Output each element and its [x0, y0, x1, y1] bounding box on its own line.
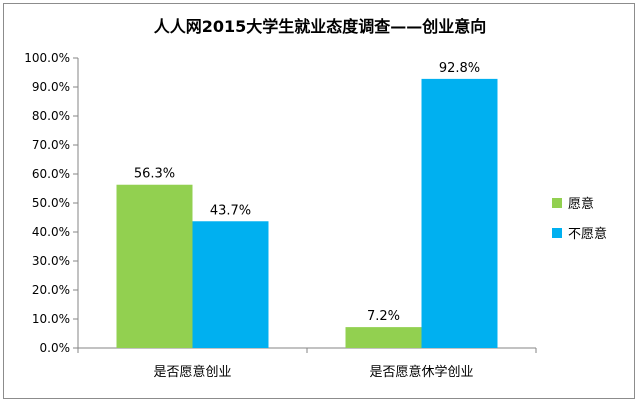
category-label: 是否愿意休学创业	[369, 364, 473, 380]
y-tick-label: 100.0%	[24, 51, 70, 65]
data-label: 43.7%	[210, 203, 251, 218]
bar	[116, 184, 193, 348]
category-label: 是否愿意创业	[153, 364, 231, 380]
y-tick-label: 0.0%	[40, 341, 71, 355]
legend-label: 不愿意	[568, 226, 607, 242]
y-tick-label: 30.0%	[32, 254, 70, 268]
legend-swatch	[552, 228, 562, 238]
y-tick-label: 40.0%	[32, 225, 70, 239]
y-tick-label: 60.0%	[32, 167, 70, 181]
y-tick-label: 80.0%	[32, 109, 70, 123]
chart-title: 人人网2015大学生就业态度调查——创业意向	[154, 17, 487, 36]
y-tick-label: 10.0%	[32, 312, 70, 326]
y-tick-label: 50.0%	[32, 196, 70, 210]
chart-frame	[3, 3, 635, 399]
y-tick-label: 20.0%	[32, 283, 70, 297]
legend-label: 愿意	[568, 196, 594, 212]
bar	[421, 78, 498, 348]
bar	[192, 221, 269, 348]
legend-swatch	[552, 198, 562, 208]
y-tick-label: 70.0%	[32, 138, 70, 152]
axes: 0.0% 10.0% 20.0% 30.0% 40.0% 50.0% 60.0% 70.0% 8…	[24, 51, 537, 380]
bar	[345, 327, 422, 348]
y-tick-label: 90.0%	[32, 80, 70, 94]
data-label: 7.2%	[367, 309, 400, 324]
data-label: 92.8%	[439, 61, 480, 76]
data-label: 56.3%	[134, 167, 175, 182]
bars: 56.3% 43.7% 7.2% 92.8%	[116, 61, 498, 348]
